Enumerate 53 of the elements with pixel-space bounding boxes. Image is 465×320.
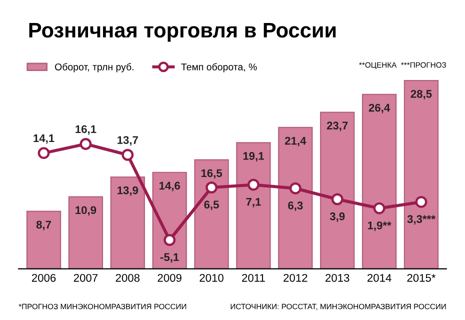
point: [80, 138, 92, 150]
data-label: 13,7: [118, 136, 138, 146]
point: [331, 193, 344, 206]
data-label: 21,4: [284, 136, 306, 146]
data-label: 16,5: [201, 169, 222, 179]
bar: [68, 196, 104, 269]
point: [415, 196, 428, 208]
data-label: 23,7: [326, 122, 348, 132]
data-label: 14,1: [34, 134, 54, 144]
legend-label: Темп оборота, %: [181, 63, 257, 72]
data-label: 26,4: [368, 104, 390, 114]
data-label: 10,9: [76, 206, 96, 216]
point: [122, 148, 134, 161]
bar: [194, 159, 229, 269]
data-label: 6,5: [204, 200, 219, 210]
data-label: 28,5: [410, 90, 432, 100]
data-label: 16,1: [76, 125, 96, 135]
bar: [320, 112, 355, 269]
x-tick-label: 2014: [367, 274, 392, 282]
point: [248, 178, 260, 191]
data-label: 8,7: [36, 220, 51, 230]
x-tick-label: 2010: [200, 274, 224, 282]
data-label: -5,1: [160, 253, 179, 263]
data-label: 19,1: [243, 152, 264, 162]
data-label: 7,1: [246, 198, 261, 208]
legend-label: Оборот, трлн руб.: [55, 63, 134, 72]
chart-title: Розничная торговля в России: [29, 23, 336, 42]
bar: [152, 172, 187, 269]
x-tick-label: 2007: [74, 274, 98, 282]
point: [206, 182, 218, 194]
point: [373, 202, 386, 214]
data-label: 3,3***: [407, 215, 436, 225]
point: [38, 147, 50, 160]
x-tick-label: 2015*: [407, 274, 436, 282]
x-tick-label: 2012: [284, 274, 308, 282]
data-label: 1,9**: [368, 221, 392, 231]
x-tick-label: 2008: [116, 274, 140, 282]
data-label: 3,9: [330, 212, 345, 222]
data-label: 13,9: [118, 186, 138, 196]
x-tick-label: 2013: [326, 274, 350, 282]
bar: [110, 176, 145, 269]
x-tick-label: 2009: [158, 274, 182, 282]
x-tick-label: 2006: [32, 274, 56, 282]
data-label: 6,3: [288, 202, 303, 212]
bar: [278, 126, 313, 269]
bar: [362, 94, 397, 269]
bar: [26, 210, 62, 269]
data-label: 14,6: [159, 182, 180, 192]
point: [164, 234, 176, 246]
bar: [236, 142, 271, 269]
point: [289, 182, 302, 194]
x-tick-label: 2011: [242, 274, 265, 282]
bar: [404, 80, 439, 269]
